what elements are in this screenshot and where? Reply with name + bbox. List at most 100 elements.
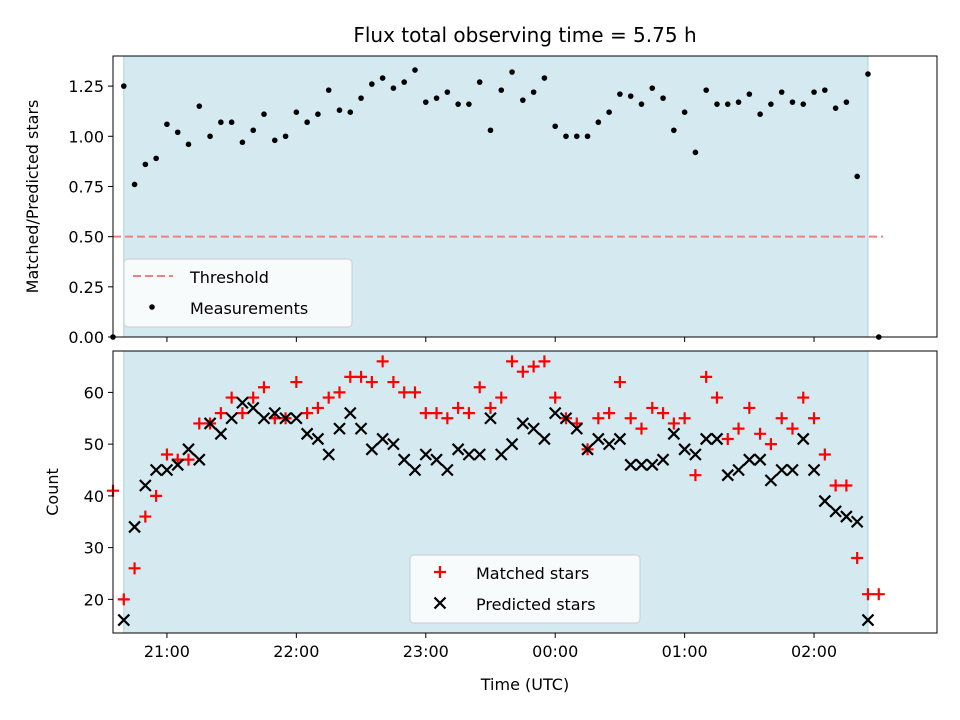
measurement-point [822,87,828,93]
predicted-star-point [462,448,476,461]
matched-star-point [290,376,303,389]
predicted-star-point [516,417,530,430]
predicted-star-point [333,422,346,435]
measurement-point [714,101,720,107]
x-ticks-bottom: 21:00 22:00 23:00 00:00 01:00 02:00 [144,633,837,661]
matched-star-point [764,438,777,451]
predicted-star-point [451,443,465,456]
matched-star-point [128,562,141,575]
predicted-star-point [667,427,681,441]
predicted-star-point [419,448,433,461]
measurement-point [606,109,612,115]
matched-star-point [257,381,270,394]
measurement-point [757,111,763,118]
predicted-stars-series [117,396,875,627]
predicted-star-point [354,422,368,435]
predicted-star-point [322,448,335,461]
matched-star-point [344,370,357,383]
predicted-star-point [441,463,454,477]
matched-star-point [462,407,475,420]
predicted-star-point [538,432,551,446]
measurement-point [293,109,300,115]
matched-star-point [452,401,465,414]
matched-star-point [603,407,616,420]
predicted-star-point [613,432,627,446]
legend-label-predicted: Predicted stars [476,595,596,614]
matched-star-point [678,412,691,425]
matched-star-point [322,391,335,404]
matched-star-point [657,407,670,420]
matched-star-point [808,412,821,425]
matched-star-point [527,360,540,373]
matched-star-point [408,386,421,399]
matched-star-point [624,412,637,425]
matched-star-point [592,412,605,425]
predicted-star-point [290,411,303,425]
measurement-point [617,91,623,97]
x-ticks-top [166,337,815,342]
predicted-star-point [473,448,486,461]
predicted-star-point [818,494,832,508]
measurement-point [638,101,645,107]
predicted-star-point [376,432,389,446]
y-tick-label: 1.25 [68,77,104,96]
predicted-star-point [753,453,767,466]
matched-star-point [387,376,400,389]
x-tick-label: 22:00 [273,642,319,661]
measurement-point [800,101,807,107]
predicted-star-point [203,417,217,430]
predicted-star-point [160,463,174,477]
measurement-point [455,101,461,107]
measurement-point [131,181,138,188]
measurement-point [843,99,850,105]
measurement-point [703,87,709,93]
matched-star-point [667,417,680,430]
measurement-point [724,101,731,107]
measurement-point [627,93,634,99]
predicted-star-point [128,520,141,534]
matched-star-point [355,370,368,383]
legend-box-bottom [409,554,641,624]
measurement-point [412,67,418,73]
legend-swatch-predicted [433,596,447,610]
measurement-point [282,133,289,140]
legend-label-matched: Matched stars [476,564,589,583]
measurement-point [120,83,127,89]
predicted-star-point [775,463,788,477]
predicted-star-point [559,411,573,425]
predicted-star-point [645,458,659,472]
matched-star-point [818,448,831,461]
measurements-series [110,67,882,340]
predicted-star-point [139,479,152,492]
matched-star-point [311,401,324,414]
measurement-point [563,133,569,140]
y-tick-label: 20 [84,590,104,609]
measurement-point [185,141,192,148]
predicted-star-point [300,427,314,441]
matched-star-point [236,407,249,420]
matched-star-point [743,401,756,414]
predicted-star-point [861,613,875,627]
predicted-star-point [678,443,691,456]
measurement-point [735,99,742,105]
predicted-star-point [581,443,594,456]
y-tick-label: 0.75 [68,177,104,196]
measurement-point [649,85,656,91]
measurement-point [487,127,494,134]
matched-star-point [829,479,842,492]
predicted-star-point [408,463,422,477]
measurement-point [573,133,580,140]
predicted-star-point [710,432,724,446]
matched-star-point [301,407,314,420]
matched-star-point [851,551,864,564]
matched-star-point [333,386,346,399]
y-axis-label-bottom: Count [43,468,62,516]
legend-swatch-matched [434,566,446,578]
matched-star-point [732,422,745,435]
matched-star-point [754,427,767,440]
matched-star-point [376,355,389,368]
x-tick-label: 21:00 [144,642,190,661]
y-tick-label: 1.00 [68,127,104,146]
measurement-point [433,95,440,101]
predicted-star-point [840,510,853,523]
